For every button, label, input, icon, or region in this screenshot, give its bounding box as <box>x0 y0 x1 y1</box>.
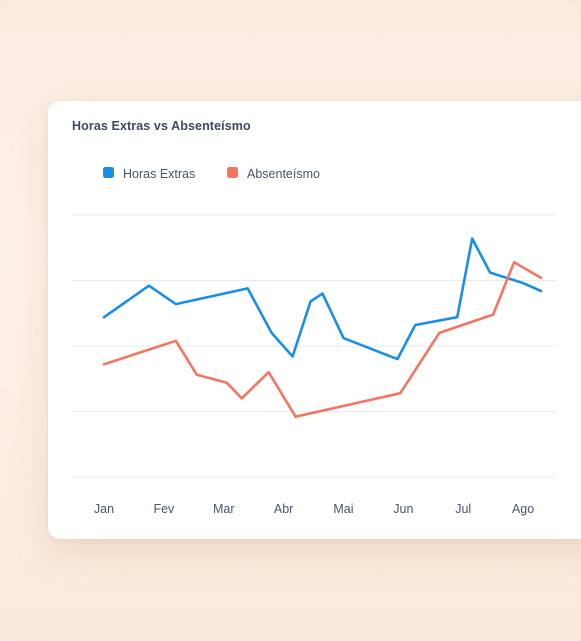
legend-label-absenteismo[interactable]: Absenteísmo <box>247 167 320 181</box>
x-tick-label: Abr <box>274 502 293 516</box>
chart-legend: Horas Extras Absenteísmo <box>103 167 320 181</box>
chart-card: Horas Extras vs Absenteísmo Horas Extras… <box>48 101 581 539</box>
x-tick-label: Ago <box>512 502 534 516</box>
series-line-absenteismo[interactable] <box>102 260 543 419</box>
x-tick-label: Jun <box>393 502 413 516</box>
line-chart: Horas Extras Absenteísmo Jan Fev Mar Abr Mai… <box>72 167 556 516</box>
legend-label-horas-extras[interactable]: Horas Extras <box>123 167 195 181</box>
legend-swatch-absenteismo[interactable] <box>227 167 238 178</box>
series-line-horas-extras[interactable] <box>102 237 543 361</box>
chart-title: Horas Extras vs Absenteísmo <box>72 119 251 133</box>
x-tick-label: Fev <box>153 502 175 516</box>
series-lines <box>102 237 543 419</box>
gridlines <box>72 214 556 478</box>
x-tick-label: Mar <box>213 502 235 516</box>
legend-swatch-horas-extras[interactable] <box>103 167 114 178</box>
x-tick-label: Jan <box>94 502 114 516</box>
x-axis-ticks: Jan Fev Mar Abr Mai Jun Jul Ago <box>94 502 534 516</box>
x-tick-label: Mai <box>333 502 353 516</box>
x-tick-label: Jul <box>455 502 471 516</box>
